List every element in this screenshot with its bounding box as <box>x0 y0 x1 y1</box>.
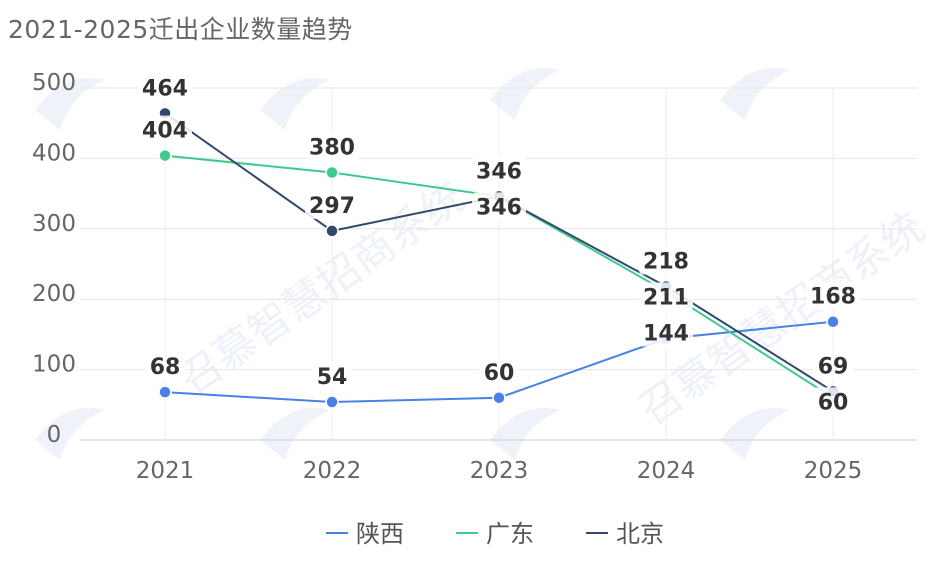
watermark-logo-icon <box>35 78 105 130</box>
x-tick-label: 2024 <box>637 458 696 484</box>
data-label: 211 <box>643 286 689 311</box>
watermark-logo-icon <box>260 408 330 460</box>
y-tick-label: 400 <box>32 140 76 166</box>
data-label-bg <box>305 190 359 219</box>
data-label-bg <box>813 387 853 416</box>
data-point <box>158 385 172 399</box>
x-axis-ticks: 2021 2022 2023 2024 2025 <box>136 458 863 484</box>
data-label-bg <box>145 352 185 381</box>
data-label-bg <box>472 192 526 221</box>
legend: 陕西 广东 北京 <box>326 520 664 548</box>
watermark-logo-icon <box>260 78 330 130</box>
x-tick-label: 2021 <box>136 458 195 484</box>
x-tick-label: 2022 <box>303 458 362 484</box>
data-labels: 68 54 60 144 168 404 380 346 211 60 464 297 346 218 69 <box>138 73 860 416</box>
watermark-logo-icon <box>35 408 105 460</box>
data-point <box>325 165 339 180</box>
data-label-bg <box>639 246 693 275</box>
watermark-logo-icon <box>720 68 790 120</box>
watermark-text: 召慕智慧招商系统 <box>630 202 933 435</box>
watermark-logo-icon <box>490 408 560 460</box>
data-label: 69 <box>818 354 849 379</box>
data-label-bg <box>479 357 519 386</box>
legend-label: 陕西 <box>356 520 404 548</box>
data-label-bg <box>639 282 693 311</box>
data-label-bg <box>813 351 853 380</box>
data-label: 54 <box>317 365 348 390</box>
data-label-bg <box>312 361 352 390</box>
data-point <box>492 391 506 405</box>
data-label: 168 <box>810 285 856 310</box>
data-label: 297 <box>309 194 355 219</box>
watermark-logo-icon <box>720 408 790 460</box>
data-point <box>325 224 339 238</box>
x-tick-label: 2025 <box>804 458 863 484</box>
x-tick-label: 2023 <box>470 458 529 484</box>
data-label: 68 <box>150 355 181 380</box>
data-label: 346 <box>476 195 522 220</box>
data-label: 346 <box>476 159 522 184</box>
data-point <box>826 314 840 329</box>
data-label-bg <box>138 73 192 102</box>
y-tick-label: 100 <box>32 352 76 378</box>
legend-label: 北京 <box>616 520 664 548</box>
watermark-logo-icon <box>490 68 560 120</box>
y-tick-label: 500 <box>32 70 76 96</box>
chart-title: 2021-2025迁出企业数量趋势 <box>8 15 353 44</box>
data-label-bg <box>138 115 192 144</box>
data-label-bg <box>472 156 526 185</box>
data-label-bg <box>639 318 693 347</box>
legend-label: 广东 <box>486 520 534 548</box>
data-label: 464 <box>142 76 188 101</box>
y-axis-ticks: 0 100 200 300 400 500 <box>32 70 76 448</box>
data-label: 60 <box>484 361 515 386</box>
data-label: 404 <box>142 119 188 144</box>
data-label: 380 <box>309 135 355 160</box>
y-tick-label: 200 <box>32 281 76 307</box>
data-point <box>158 148 172 163</box>
data-label: 60 <box>818 390 849 415</box>
y-tick-label: 300 <box>32 211 76 237</box>
data-label: 144 <box>643 322 689 347</box>
data-point <box>325 395 339 409</box>
data-label: 218 <box>643 250 689 275</box>
data-label-bg <box>806 281 860 310</box>
y-tick-label: 0 <box>47 422 62 448</box>
data-label-bg <box>305 132 359 161</box>
